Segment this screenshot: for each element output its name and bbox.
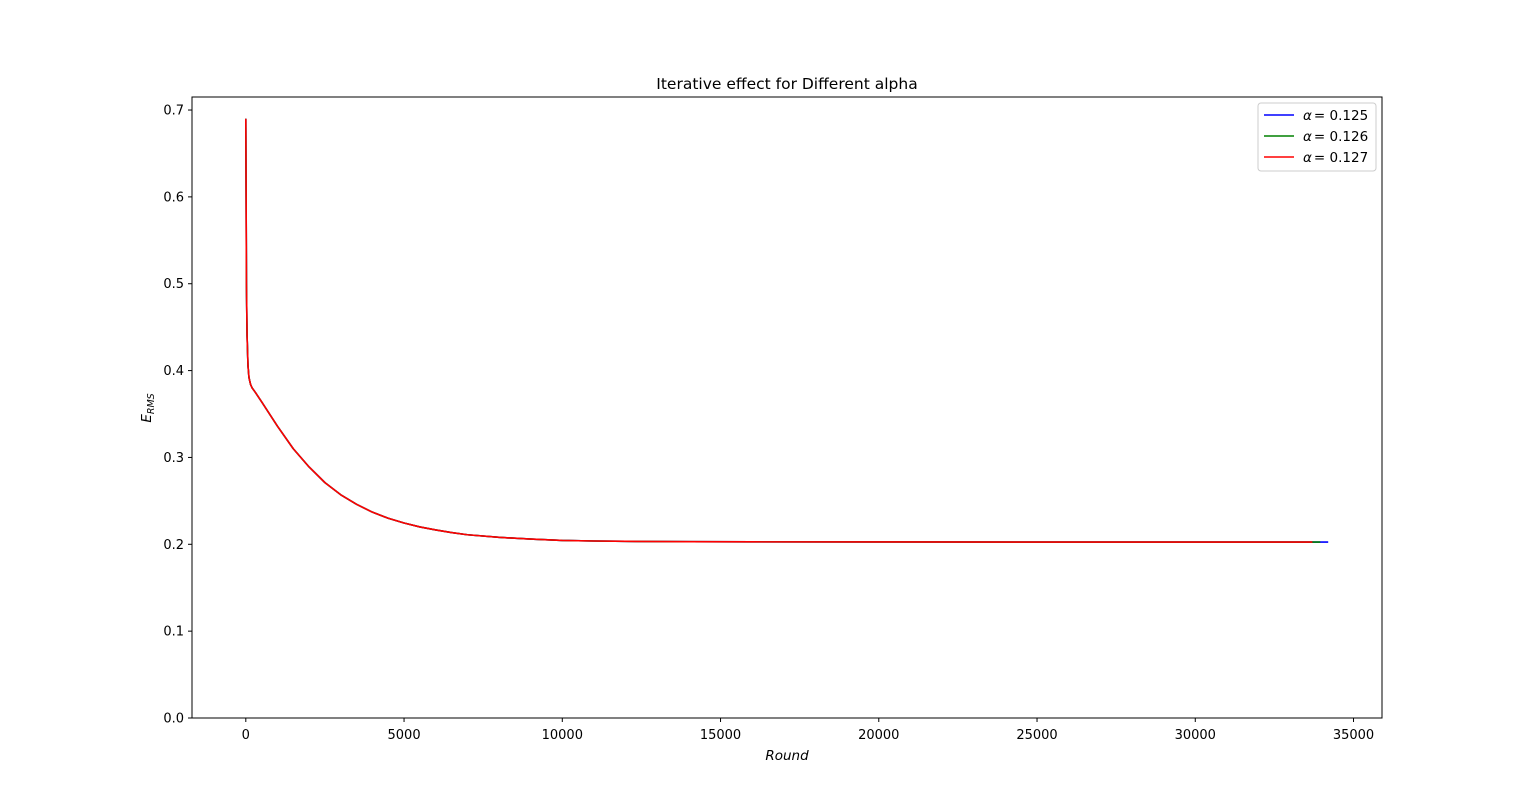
y-tick-label: 0.1 [163, 625, 184, 640]
y-tick-label: 0.4 [163, 364, 184, 379]
x-tick-label: 10000 [542, 728, 583, 743]
plot-frame [191, 96, 1383, 719]
x-tick-label: 30000 [1175, 728, 1216, 743]
x-axis-label: Round [765, 748, 809, 764]
x-tick-label: 35000 [1333, 728, 1374, 743]
y-axis-label-subscript: RMS [146, 393, 157, 414]
x-tick-label: 0 [242, 728, 250, 743]
series-line-2 [245, 118, 1313, 543]
legend-box [1257, 102, 1377, 172]
legend-label-2: α = 0.127 [1303, 150, 1368, 166]
legend-label-0: α = 0.125 [1303, 108, 1368, 124]
x-tick-label: 5000 [388, 728, 421, 743]
x-tick-label: 15000 [700, 728, 741, 743]
legend-alpha-symbol: α [1303, 108, 1312, 124]
legend-alpha-symbol: α [1303, 150, 1312, 166]
x-tick-label: 25000 [1016, 728, 1057, 743]
y-tick-label: 0.3 [163, 451, 184, 466]
legend-alpha-value: = 0.126 [1314, 129, 1368, 145]
legend-label-1: α = 0.126 [1303, 129, 1368, 145]
svg-text:ERMS: ERMS [139, 393, 157, 422]
y-tick-label: 0.7 [163, 104, 184, 119]
y-axis: 0.0 0.1 0.2 0.3 0.4 0.5 0.6 0.7 [163, 104, 192, 727]
y-tick-label: 0.6 [163, 190, 184, 205]
x-tick-label: 20000 [858, 728, 899, 743]
legend-alpha-value: = 0.125 [1314, 108, 1368, 124]
chart-title: Iterative effect for Different alpha [656, 75, 917, 93]
x-axis: 0 5000 10000 15000 20000 25000 30000 35000 [242, 718, 1374, 743]
series-layer [245, 118, 1329, 543]
y-tick-label: 0.2 [163, 538, 184, 553]
y-axis-label: ERMS [139, 393, 157, 422]
y-tick-label: 0.0 [163, 712, 184, 727]
y-tick-label: 0.5 [163, 277, 184, 292]
legend-alpha-value: = 0.127 [1314, 150, 1368, 166]
y-axis-label-main: E [139, 414, 155, 423]
legend-alpha-symbol: α [1303, 129, 1312, 145]
